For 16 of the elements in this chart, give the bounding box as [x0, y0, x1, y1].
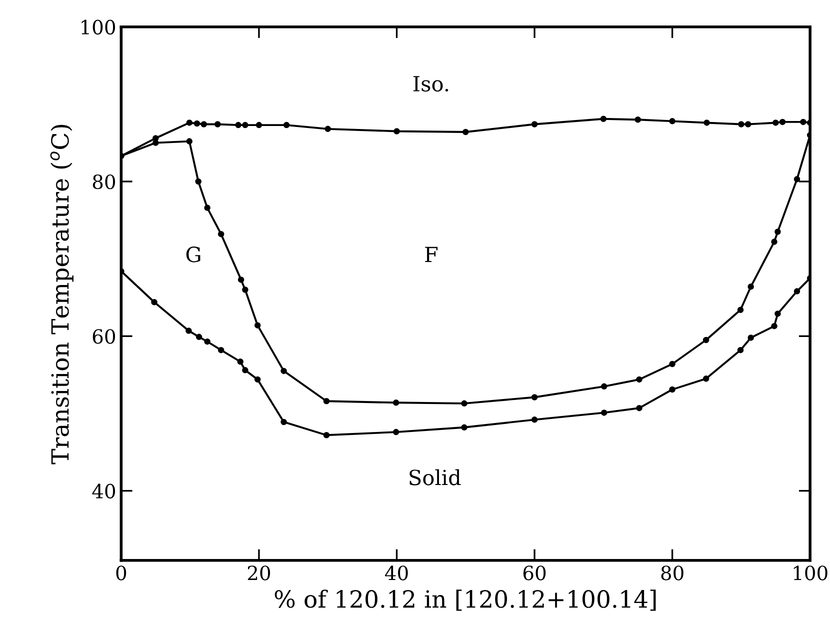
- x-tick-label: 40: [384, 566, 408, 580]
- annotation: Solid: [410, 469, 461, 486]
- x-axis-title: % of 120.12 in [120.12+100.14]: [274, 590, 656, 611]
- x-tick-label: 60: [523, 566, 546, 580]
- y-tick-label: 100: [82, 20, 116, 34]
- x-tick-label: 100: [794, 566, 828, 580]
- y-tick-label: 80: [92, 174, 116, 190]
- x-tick-label: 80: [661, 566, 684, 580]
- annotation: Iso.: [413, 76, 448, 92]
- y-tick-label: 40: [92, 484, 116, 498]
- x-tick-label: 20: [248, 566, 270, 580]
- y-axis-title: Transition Temperature ($^{o}$C): [50, 124, 74, 464]
- y-tick-label: 60: [92, 329, 116, 344]
- annotation: G: [186, 246, 200, 262]
- annotation: F: [425, 246, 438, 262]
- x-tick-label: 0: [116, 566, 126, 580]
